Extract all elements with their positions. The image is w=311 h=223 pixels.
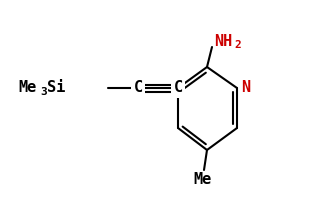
Text: Si: Si (47, 81, 65, 95)
Text: C: C (133, 81, 142, 95)
Text: 2: 2 (234, 40, 241, 50)
Text: N: N (241, 81, 250, 95)
Text: 3: 3 (40, 87, 47, 97)
Text: NH: NH (214, 33, 232, 48)
Text: Me: Me (193, 173, 211, 188)
Text: Me: Me (18, 81, 36, 95)
Text: C: C (174, 81, 183, 95)
